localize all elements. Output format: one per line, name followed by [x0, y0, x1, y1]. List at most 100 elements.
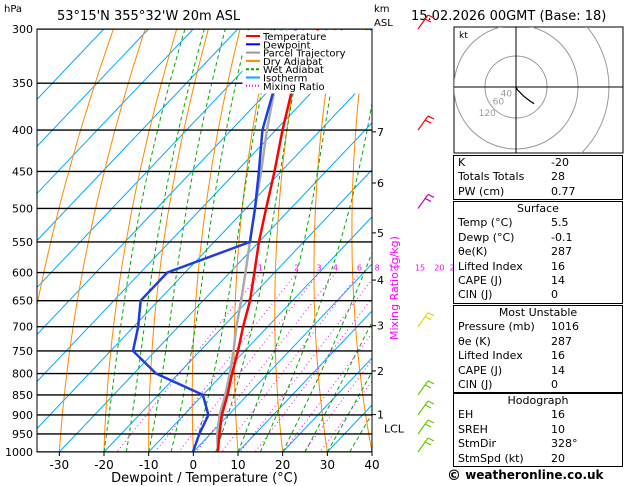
hodograph-table: Hodograph EH 16 SREH 10 StmDir 328° StmSpd (kt…: [453, 393, 623, 467]
row-label: StmDir: [458, 437, 497, 451]
x-tick-label: -20: [94, 458, 114, 472]
legend-entry: Dewpoint: [263, 40, 311, 51]
legend-entry: Wet Adiabat: [263, 65, 324, 76]
isotherm-line: [37, 29, 194, 195]
row-label: θe(K): [458, 245, 488, 259]
mixing-ratio-label: 10: [389, 264, 399, 273]
row-label: Pressure (mb): [458, 320, 535, 334]
plot-area: [37, 29, 372, 452]
row-value: 16: [551, 408, 565, 422]
row-value: 5.5: [551, 216, 569, 230]
row-label: Lifted Index: [458, 349, 523, 363]
pressure-tick-label: 500: [12, 202, 33, 215]
hodograph-ring-label: 120: [479, 109, 496, 119]
table-row: CAPE (J) 14: [454, 364, 622, 378]
pressure-tick-label: 650: [12, 295, 33, 308]
row-value: -20: [551, 156, 569, 169]
hodograph-trace: [515, 86, 535, 105]
row-value: 28: [551, 170, 565, 184]
pressure-tick-label: 450: [12, 165, 33, 178]
isotherm-line: [237, 310, 372, 452]
row-value: 10: [551, 422, 565, 436]
row-value: 16: [551, 349, 565, 363]
mixing-ratio-label: 2: [294, 264, 299, 273]
km-tick-label: 6: [377, 177, 384, 190]
pressure-tick-label: 950: [12, 428, 33, 441]
row-label: CAPE (J): [458, 363, 503, 377]
x-tick-label: -30: [50, 458, 70, 472]
wind-barb: [417, 380, 435, 396]
legend-entry: Temperature: [262, 32, 326, 43]
site-name[interactable]: weatheronline.co.uk: [465, 468, 604, 482]
wind-barb: [417, 115, 435, 131]
hodograph-unit: kt: [459, 31, 468, 41]
km-tick-label: 2: [377, 365, 384, 378]
location-title: 53°15'N 355°32'W 20m ASL: [57, 9, 241, 24]
row-label: Dewp (°C): [458, 230, 515, 244]
wind-barb: [417, 14, 435, 30]
dewpoint-line: [131, 29, 298, 452]
hodograph-ring-label: 60: [493, 98, 505, 108]
row-label: EH: [458, 408, 474, 422]
wind-barb: [417, 312, 435, 328]
km-tick-label: 5: [377, 227, 384, 240]
hodograph-frame: [453, 26, 624, 154]
row-label: Temp (°C): [458, 216, 513, 230]
surface-table: Surface Temp (°C) 5.5 Dewp (°C) -0.1 θe(K) 28…: [453, 201, 623, 304]
isotherm-line: [282, 357, 372, 452]
row-label: StmSpd (kt): [458, 451, 524, 465]
table-row: CAPE (J) 14: [454, 274, 622, 288]
table-row: θe(K) 287: [454, 245, 622, 259]
row-value: 20: [551, 451, 565, 465]
x-tick-label: 20: [275, 458, 290, 472]
row-label: θe (K): [458, 334, 491, 348]
table-row: CIN (J) 0: [454, 288, 622, 302]
km-unit: km: [374, 4, 390, 15]
hodograph-ring-label: 40: [501, 90, 513, 100]
km-tick-label: LCL: [384, 422, 405, 435]
row-label: SREH: [458, 422, 488, 436]
pressure-tick-label: 900: [12, 409, 33, 422]
table-row: CIN (J) 0: [454, 378, 622, 392]
legend-entry: Dry Adiabat: [263, 57, 322, 68]
row-label: Lifted Index: [458, 259, 523, 273]
wind-barb: [417, 419, 435, 435]
wet-adiabat-line: [148, 29, 226, 452]
table-row: Lifted Index 16: [454, 349, 622, 363]
row-value: 0.77: [551, 184, 576, 198]
row-value: 1016: [551, 320, 579, 334]
table-row: Totals Totals 28: [454, 170, 622, 184]
copyright-icon: ©: [447, 468, 461, 484]
table-row: StmSpd (kt) 20: [454, 452, 622, 466]
legend-entry: Isotherm: [263, 74, 307, 85]
wind-barb: [417, 193, 435, 209]
isotherm-line: [37, 29, 283, 289]
wet-adiabat-line: [326, 370, 372, 452]
wet-adiabat-line: [125, 29, 205, 452]
pressure-tick-label: 400: [12, 124, 33, 137]
mixing-ratio-label: 3: [316, 264, 321, 273]
row-label: PW (cm): [458, 184, 505, 198]
table-row: SREH 10: [454, 423, 622, 437]
table-row: Pressure (mb) 1016: [454, 320, 622, 334]
mixing-ratio-label: 15: [415, 264, 425, 273]
x-tick-label: 0: [190, 458, 198, 472]
table-row: Lifted Index 16: [454, 260, 622, 274]
dry-adiabat-line: [148, 29, 209, 452]
mixing-ratio-label: 8: [375, 264, 380, 273]
pressure-tick-label: 800: [12, 368, 33, 381]
km-tick-label: 1: [377, 409, 384, 422]
km-tick-label: 3: [377, 320, 384, 333]
km-tick-label: 7: [377, 126, 384, 139]
mixing-ratio-label: 1: [258, 264, 263, 273]
parcel-trajectory-line: [215, 29, 289, 452]
pressure-tick-label: 550: [12, 236, 33, 249]
row-value: 0: [551, 288, 558, 302]
mixing-ratio-line: [221, 272, 361, 452]
table-row: PW (cm) 0.77: [454, 185, 622, 199]
row-value: -0.1: [551, 230, 573, 244]
isotherm-line: [37, 29, 239, 242]
row-value: 14: [551, 273, 565, 287]
mixing-ratio-label: 6: [357, 264, 362, 273]
mixing-ratio-label: 4: [333, 264, 338, 273]
